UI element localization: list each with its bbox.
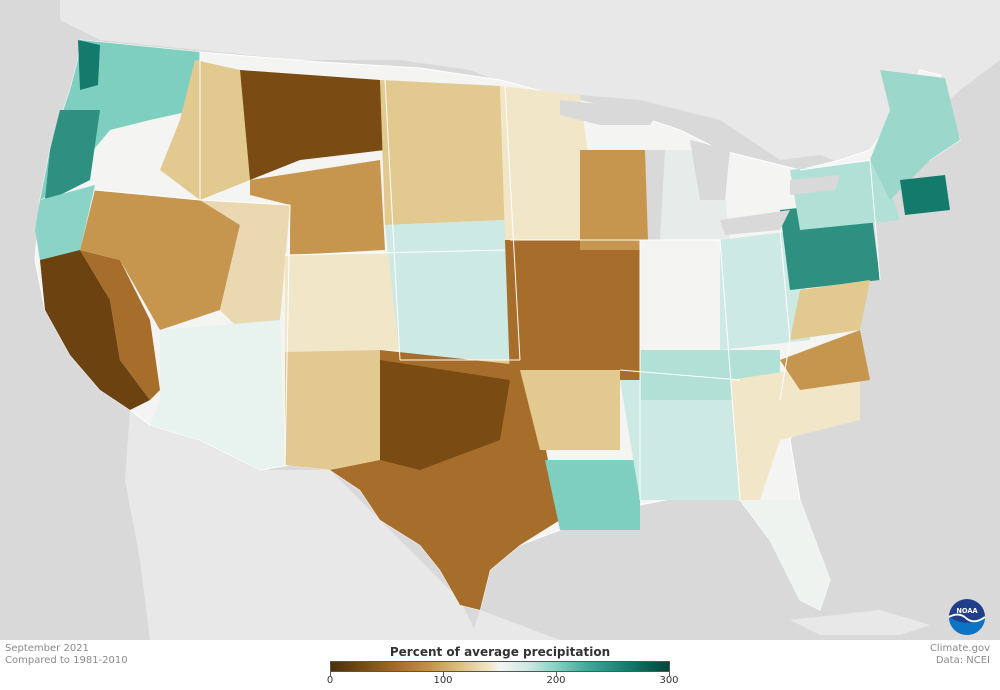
region-nevada bbox=[80, 190, 240, 330]
region-georgia-carolinas bbox=[730, 360, 860, 500]
region-utah bbox=[200, 200, 290, 330]
region-dakotas bbox=[380, 80, 505, 225]
canada-landmass bbox=[60, 0, 1000, 170]
mexico-east bbox=[470, 610, 560, 640]
source-info: Climate.gov Data: NCEI bbox=[930, 643, 990, 667]
region-north-texas bbox=[380, 360, 510, 470]
legend-tick-label: 200 bbox=[546, 675, 566, 686]
region-new-mexico bbox=[285, 350, 380, 470]
lake-erie bbox=[720, 210, 790, 235]
cuba-landmass bbox=[790, 610, 930, 635]
legend-tick-label: 300 bbox=[659, 675, 679, 686]
legend-tick-mark bbox=[443, 672, 444, 676]
region-colorado bbox=[285, 252, 400, 352]
region-wyoming bbox=[250, 160, 385, 255]
mexico-landmass bbox=[125, 410, 480, 640]
region-north-carolina bbox=[780, 330, 870, 390]
legend-tick-mark bbox=[330, 672, 331, 676]
legend-tick-mark bbox=[556, 672, 557, 676]
region-idaho bbox=[160, 60, 250, 200]
legend-tick-label: 100 bbox=[433, 675, 453, 686]
region-n-california bbox=[35, 185, 95, 260]
region-illinois-indiana bbox=[640, 240, 720, 370]
lake-superior bbox=[560, 100, 660, 125]
region-new-england bbox=[870, 70, 960, 200]
footer: September 2021 Compared to 1981-2010 Per… bbox=[0, 640, 1000, 690]
region-wa-coast bbox=[78, 40, 100, 90]
baseline-label: Compared to 1981-2010 bbox=[5, 655, 128, 666]
region-arkansas bbox=[520, 370, 620, 450]
lake-ontario bbox=[790, 175, 840, 195]
source-site-link[interactable]: Climate.gov bbox=[929, 643, 990, 654]
legend-tick-mark bbox=[669, 672, 670, 676]
state-borders bbox=[94, 52, 881, 501]
region-california bbox=[40, 250, 150, 410]
region-arizona bbox=[150, 320, 285, 470]
region-massachusetts bbox=[900, 175, 950, 215]
region-wisconsin bbox=[580, 150, 660, 250]
region-montana bbox=[240, 70, 385, 180]
legend-tick-label: 0 bbox=[326, 675, 334, 686]
legend-color-bar bbox=[330, 661, 670, 672]
precipitation-map bbox=[34, 0, 1000, 640]
region-louisiana bbox=[545, 460, 640, 530]
region-florida bbox=[740, 500, 830, 610]
svg-text:NOAA: NOAA bbox=[956, 607, 978, 615]
legend-title: Percent of average precipitation bbox=[389, 645, 611, 659]
region-nebraska-kansas bbox=[385, 220, 510, 360]
source-data-label: Data: NCEI bbox=[935, 655, 990, 666]
region-oregon-coast bbox=[45, 110, 100, 200]
lake-huron bbox=[690, 140, 730, 200]
lake-michigan bbox=[645, 150, 665, 240]
period-label: September 2021 bbox=[5, 643, 89, 654]
region-virginia bbox=[790, 280, 870, 340]
region-mississippi-alabama bbox=[620, 380, 740, 500]
region-minnesota bbox=[500, 86, 600, 240]
period-info: September 2021 Compared to 1981-2010 bbox=[5, 643, 128, 667]
region-central-california bbox=[80, 250, 160, 400]
region-iowa-missouri bbox=[505, 240, 640, 380]
noaa-logo-icon: NOAA bbox=[948, 598, 986, 636]
